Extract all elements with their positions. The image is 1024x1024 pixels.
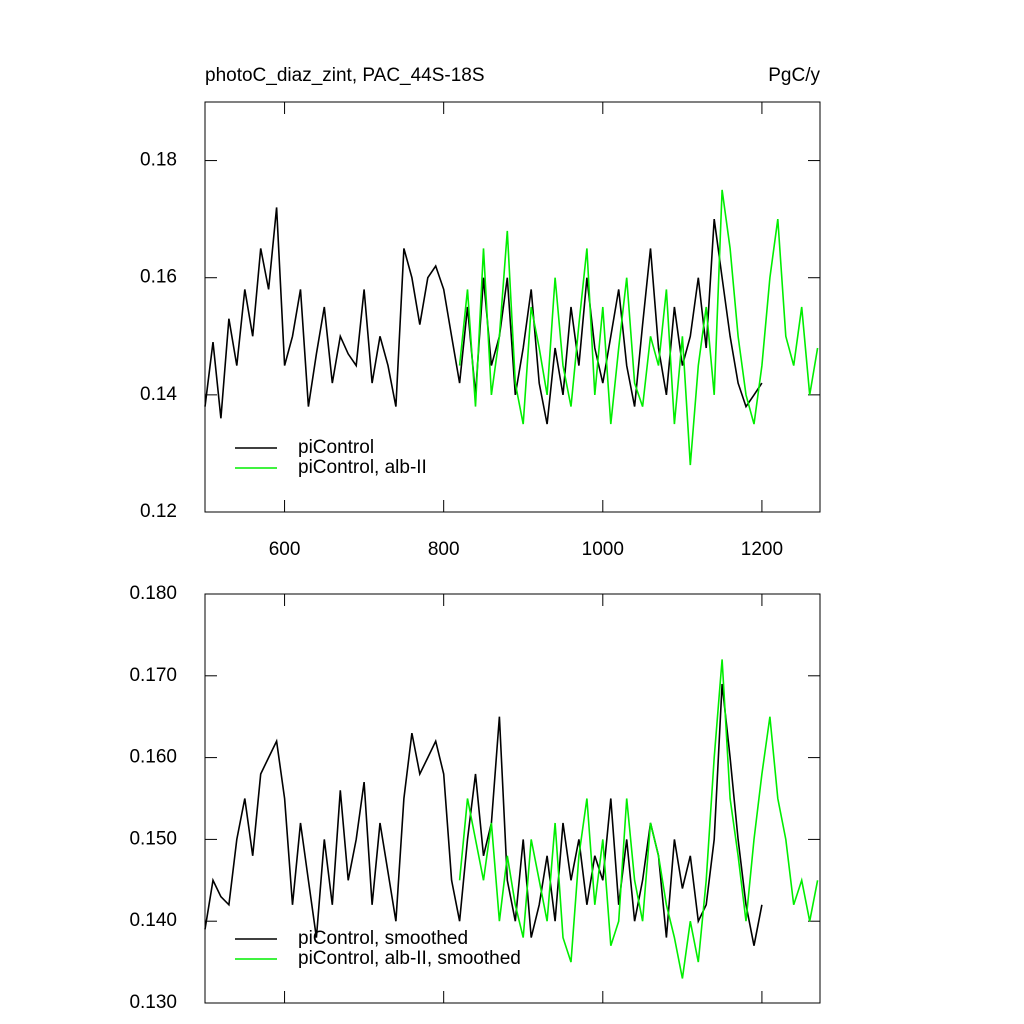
series-line — [204, 207, 763, 425]
y-tick-label: 0.14 — [140, 384, 177, 405]
y-tick-label: 0.160 — [129, 747, 177, 768]
legend-label: piControl, alb-II — [298, 457, 427, 478]
units-label: PgC/y — [768, 65, 820, 86]
y-tick-label: 0.180 — [129, 583, 177, 604]
legend-label: piControl, alb-II, smoothed — [298, 948, 521, 969]
series-line — [458, 189, 819, 466]
plot-frame — [204, 101, 821, 513]
y-tick-label: 0.18 — [140, 150, 177, 171]
x-tick-label: 600 — [269, 539, 301, 560]
legend-label: piControl — [298, 437, 374, 458]
y-tick-label: 0.130 — [129, 992, 177, 1013]
x-tick-label: 800 — [428, 539, 460, 560]
y-tick-label: 0.170 — [129, 665, 177, 686]
x-tick-label: 1200 — [741, 539, 783, 560]
chart-title: photoC_diaz_zint, PAC_44S-18S — [205, 65, 485, 86]
y-tick-label: 0.16 — [140, 267, 177, 288]
y-tick-label: 0.12 — [140, 501, 177, 522]
legend-label: piControl, smoothed — [298, 928, 468, 949]
plot-frame — [204, 593, 821, 1004]
y-tick-label: 0.150 — [129, 828, 177, 849]
series-line — [204, 683, 763, 946]
y-tick-label: 0.140 — [129, 910, 177, 931]
series-line — [458, 659, 819, 979]
x-tick-label: 1000 — [582, 539, 624, 560]
